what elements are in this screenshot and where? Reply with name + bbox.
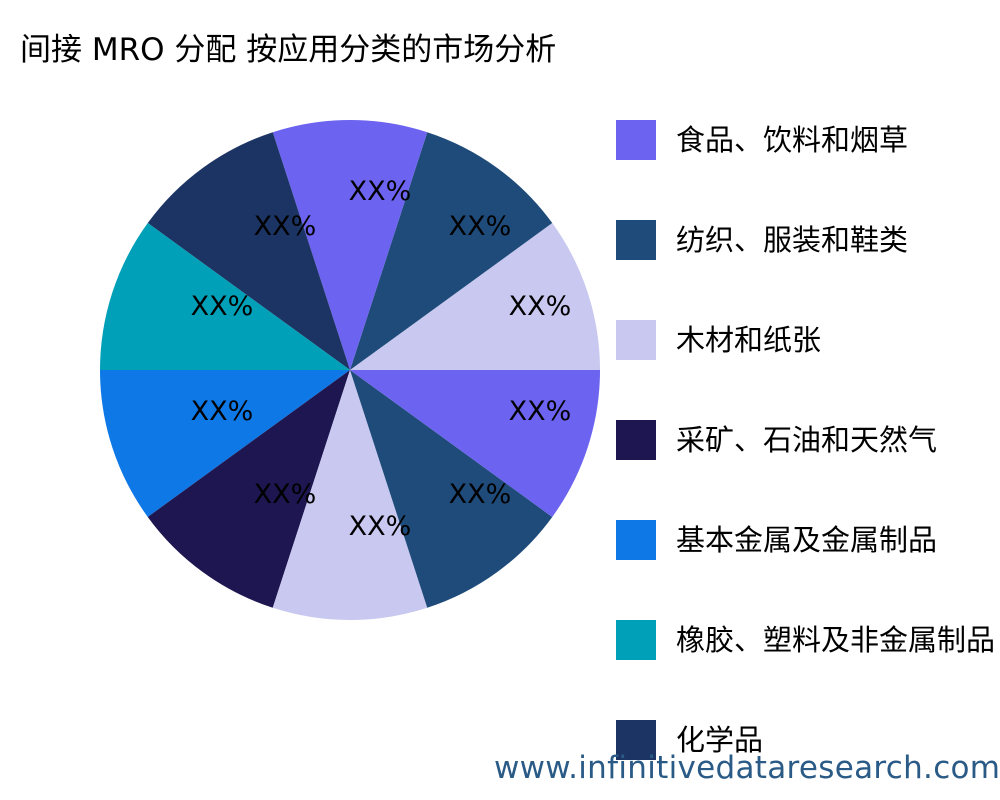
- slice-value-label: XX%: [509, 291, 572, 322]
- legend-swatch: [616, 120, 656, 160]
- legend-swatch: [616, 720, 656, 760]
- pie-slice: [272, 120, 428, 371]
- legend-swatch: [616, 220, 656, 260]
- pie-slice: [350, 370, 553, 608]
- pie-slice: [147, 370, 350, 608]
- legend-label: 采矿、石油和天然气: [676, 423, 938, 457]
- legend-swatch: [616, 520, 656, 560]
- slice-value-label: XX%: [349, 176, 412, 207]
- slice-value-label: XX%: [509, 396, 572, 427]
- pie-slice: [272, 370, 428, 620]
- pie-slices: [100, 120, 600, 620]
- slice-value-label: XX%: [449, 211, 512, 242]
- pie-slice: [350, 370, 600, 517]
- legend-label: 木材和纸张: [676, 323, 822, 357]
- slice-value-label: XX%: [191, 291, 254, 322]
- slice-value-label: XX%: [254, 479, 317, 510]
- legend-label: 食品、饮料和烟草: [676, 123, 909, 157]
- pie-labels: XX% XX% XX% XX% XX% XX% XX% XX% XX% XX%: [191, 176, 572, 542]
- legend-label: 化学品: [676, 723, 764, 757]
- pie-slice: [350, 132, 553, 370]
- legend-label: 纺织、服装和鞋类: [676, 223, 909, 257]
- slice-value-label: XX%: [349, 511, 412, 542]
- legend-label: 基本金属及金属制品: [676, 523, 938, 557]
- pie-slice: [350, 223, 600, 370]
- legend-swatch: [616, 620, 656, 660]
- chart-title: 间接 MRO 分配 按应用分类的市场分析: [20, 32, 557, 68]
- pie-slice: [147, 132, 350, 370]
- watermark-url: www.infinitivedataresearch.com: [494, 750, 1000, 786]
- legend-label: 橡胶、塑料及非金属制品: [676, 623, 996, 657]
- slice-value-label: XX%: [191, 396, 254, 427]
- legend-swatch: [616, 320, 656, 360]
- slice-value-label: XX%: [449, 479, 512, 510]
- pie-chart: XX% XX% XX% XX% XX% XX% XX% XX% XX% XX%: [100, 120, 600, 620]
- slice-value-label: XX%: [254, 211, 317, 242]
- pie-slice: [100, 370, 350, 517]
- pie-slice: [100, 223, 350, 370]
- legend-swatch: [616, 420, 656, 460]
